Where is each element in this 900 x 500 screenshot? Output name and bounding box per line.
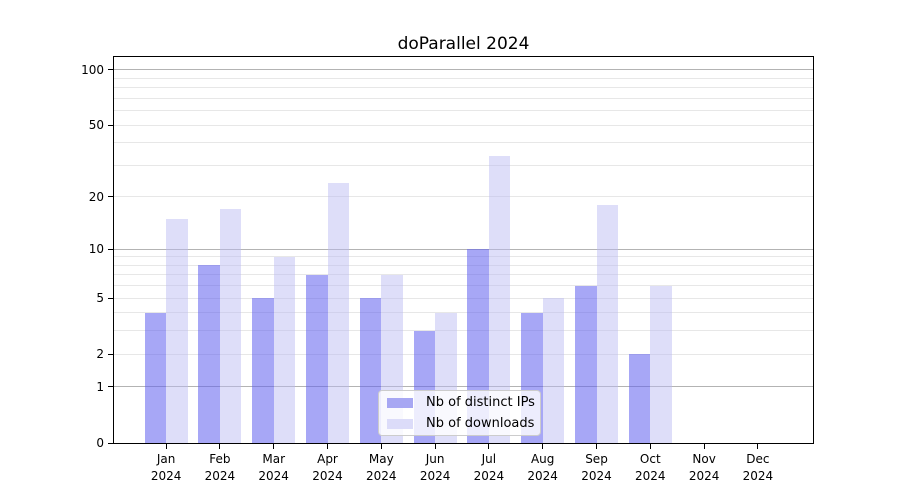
legend-item: Nb of downloads: [387, 414, 535, 433]
bar-downloads: [542, 298, 565, 443]
x-tick-label: Dec 2024: [742, 452, 774, 483]
y-tick-mark: [108, 386, 114, 388]
y-tick-mark: [108, 248, 114, 250]
x-tick-label: Apr 2024: [312, 452, 343, 483]
gridline: [114, 285, 813, 287]
bar-distinct-ips: [575, 285, 597, 443]
x-tick-label: Sep 2024: [581, 452, 612, 483]
x-tick-mark: [327, 444, 328, 449]
legend-label: Nb of downloads: [426, 416, 535, 431]
bar-distinct-ips: [144, 312, 167, 443]
y-tick-label: 5: [96, 291, 104, 306]
x-tick-label: Aug 2024: [527, 452, 558, 483]
y-tick-mark: [108, 442, 114, 444]
bar-downloads: [327, 182, 349, 443]
gridline: [114, 264, 813, 266]
gridline: [114, 353, 813, 355]
x-tick-label: Jun 2024: [419, 452, 451, 483]
x-tick-mark: [542, 444, 544, 449]
gridline: [114, 248, 813, 250]
y-tick-label: 10: [88, 242, 104, 257]
bar-distinct-ips: [198, 265, 220, 443]
x-tick-mark: [165, 444, 167, 449]
y-tick-mark: [108, 196, 114, 198]
bar-downloads: [596, 205, 618, 443]
gridline: [114, 87, 813, 89]
y-tick-mark: [108, 69, 114, 71]
x-tick-label: May 2024: [366, 452, 397, 483]
gridline: [114, 164, 813, 166]
legend-swatch-downloads: [387, 418, 413, 429]
bar-downloads: [219, 209, 242, 443]
x-tick-label: Nov 2024: [688, 452, 720, 483]
x-tick-mark: [488, 444, 490, 449]
gridline: [114, 386, 813, 388]
gridline: [114, 297, 813, 299]
gridline: [114, 77, 813, 79]
bar-distinct-ips: [628, 354, 651, 443]
gridline: [114, 110, 813, 112]
gridline: [114, 124, 813, 126]
bar-downloads: [273, 256, 296, 443]
x-tick-label: Jan 2024: [150, 452, 182, 483]
x-tick-mark: [434, 444, 436, 449]
bar-distinct-ips: [252, 298, 274, 443]
x-tick-label: Jul 2024: [473, 452, 505, 483]
y-tick-label: 2: [96, 347, 104, 362]
y-tick-label: 20: [88, 189, 104, 204]
gridline: [114, 142, 813, 144]
gridline: [114, 274, 813, 276]
x-tick-label: Mar 2024: [258, 452, 289, 483]
y-tick-label: 100: [81, 62, 104, 77]
bar-downloads: [650, 285, 672, 443]
legend-swatch-distinct_ips: [387, 397, 413, 408]
x-tick-label: Feb 2024: [204, 452, 236, 483]
legend-label: Nb of distinct IPs: [426, 395, 535, 410]
bar-downloads: [166, 218, 188, 443]
y-tick-mark: [108, 124, 114, 126]
x-tick-mark: [596, 444, 597, 449]
gridline: [114, 256, 813, 258]
gridline: [114, 69, 813, 71]
legend: Nb of distinct IPs Nb of downloads: [378, 390, 541, 436]
y-tick-label: 1: [96, 379, 104, 394]
x-tick-mark: [703, 444, 705, 449]
x-tick-mark: [757, 444, 759, 449]
bar-downloads: [488, 155, 511, 443]
y-tick-mark: [108, 353, 114, 355]
y-tick-label: 0: [96, 436, 104, 450]
gridline: [114, 196, 813, 198]
x-tick-label: Oct 2024: [635, 452, 666, 483]
x-tick-mark: [380, 444, 382, 449]
x-tick-mark: [219, 444, 221, 449]
bar-distinct-ips: [359, 298, 382, 443]
bar-distinct-ips: [306, 274, 328, 443]
chart-title: doParallel 2024: [397, 34, 530, 54]
y-tick-label: 50: [88, 118, 104, 133]
legend-item: Nb of distinct IPs: [387, 393, 535, 412]
gridline: [114, 330, 813, 332]
gridline: [114, 312, 813, 314]
gridline: [114, 97, 813, 99]
y-tick-mark: [108, 297, 114, 299]
x-tick-mark: [649, 444, 651, 449]
x-tick-mark: [273, 444, 275, 449]
